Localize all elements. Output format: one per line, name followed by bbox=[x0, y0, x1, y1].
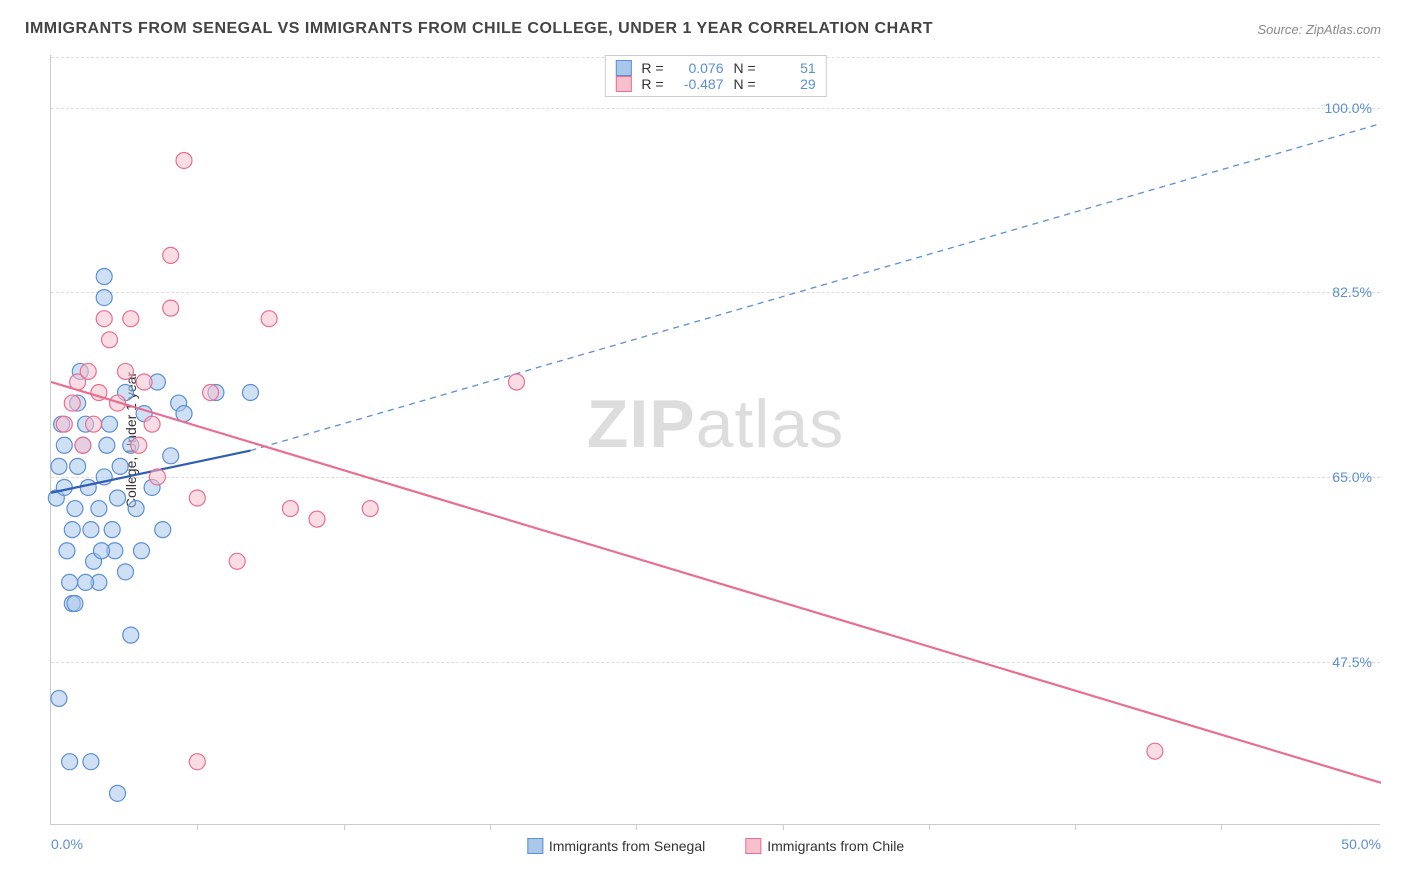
legend-r-prefix: R = bbox=[641, 60, 663, 76]
data-point bbox=[110, 785, 126, 801]
source-label: Source: ZipAtlas.com bbox=[1257, 22, 1381, 37]
data-point bbox=[144, 416, 160, 432]
x-tick bbox=[1221, 824, 1222, 830]
data-point bbox=[99, 437, 115, 453]
data-point bbox=[104, 522, 120, 538]
data-point bbox=[96, 269, 112, 285]
scatter-overlay bbox=[51, 55, 1380, 824]
data-point bbox=[110, 490, 126, 506]
trendline-extrapolated bbox=[251, 124, 1382, 451]
data-point bbox=[123, 311, 139, 327]
data-point bbox=[102, 416, 118, 432]
data-point bbox=[203, 385, 219, 401]
data-point bbox=[509, 374, 525, 390]
data-point bbox=[155, 522, 171, 538]
x-tick bbox=[929, 824, 930, 830]
x-tick bbox=[636, 824, 637, 830]
data-point bbox=[56, 416, 72, 432]
data-point bbox=[163, 448, 179, 464]
data-point bbox=[70, 458, 86, 474]
data-point bbox=[243, 385, 259, 401]
title-bar: IMMIGRANTS FROM SENEGAL VS IMMIGRANTS FR… bbox=[25, 20, 1381, 38]
data-point bbox=[131, 437, 147, 453]
data-point bbox=[261, 311, 277, 327]
data-point bbox=[91, 501, 107, 517]
data-point bbox=[80, 479, 96, 495]
data-point bbox=[80, 363, 96, 379]
legend-r-value: 0.076 bbox=[674, 60, 724, 76]
data-point bbox=[51, 690, 67, 706]
legend-label: Immigrants from Chile bbox=[767, 838, 904, 854]
data-point bbox=[189, 490, 205, 506]
data-point bbox=[163, 247, 179, 263]
data-point bbox=[128, 501, 144, 517]
data-point bbox=[75, 437, 91, 453]
data-point bbox=[123, 627, 139, 643]
data-point bbox=[56, 437, 72, 453]
data-point bbox=[62, 754, 78, 770]
data-point bbox=[96, 311, 112, 327]
legend-swatch bbox=[615, 60, 631, 76]
legend-swatch bbox=[745, 838, 761, 854]
data-point bbox=[94, 543, 110, 559]
x-tick bbox=[1075, 824, 1076, 830]
legend-row: R = 0.076 N = 51 bbox=[615, 60, 815, 76]
data-point bbox=[309, 511, 325, 527]
correlation-legend: R = 0.076 N = 51 R = -0.487 N = 29 bbox=[604, 55, 826, 97]
chart-title: IMMIGRANTS FROM SENEGAL VS IMMIGRANTS FR… bbox=[25, 20, 933, 38]
data-point bbox=[163, 300, 179, 316]
data-point bbox=[67, 501, 83, 517]
data-point bbox=[1147, 743, 1163, 759]
data-point bbox=[83, 522, 99, 538]
data-point bbox=[282, 501, 298, 517]
series-legend: Immigrants from Senegal Immigrants from C… bbox=[527, 838, 904, 854]
legend-n-value: 29 bbox=[766, 76, 816, 92]
data-point bbox=[96, 290, 112, 306]
data-point bbox=[67, 595, 83, 611]
legend-r-value: -0.487 bbox=[674, 76, 724, 92]
data-point bbox=[102, 332, 118, 348]
data-point bbox=[176, 406, 192, 422]
data-point bbox=[133, 543, 149, 559]
x-tick-label: 50.0% bbox=[1341, 836, 1381, 852]
legend-label: Immigrants from Senegal bbox=[549, 838, 705, 854]
data-point bbox=[117, 564, 133, 580]
data-point bbox=[64, 395, 80, 411]
x-tick bbox=[344, 824, 345, 830]
data-point bbox=[64, 522, 80, 538]
data-point bbox=[56, 479, 72, 495]
legend-n-value: 51 bbox=[766, 60, 816, 76]
data-point bbox=[136, 374, 152, 390]
x-tick bbox=[783, 824, 784, 830]
legend-item: Immigrants from Senegal bbox=[527, 838, 705, 854]
data-point bbox=[176, 152, 192, 168]
data-point bbox=[86, 416, 102, 432]
data-point bbox=[62, 574, 78, 590]
legend-row: R = -0.487 N = 29 bbox=[615, 76, 815, 92]
legend-n-prefix: N = bbox=[734, 76, 756, 92]
data-point bbox=[78, 574, 94, 590]
data-point bbox=[149, 469, 165, 485]
data-point bbox=[362, 501, 378, 517]
legend-r-prefix: R = bbox=[641, 76, 663, 92]
legend-swatch bbox=[527, 838, 543, 854]
data-point bbox=[189, 754, 205, 770]
legend-item: Immigrants from Chile bbox=[745, 838, 904, 854]
data-point bbox=[59, 543, 75, 559]
data-point bbox=[117, 363, 133, 379]
x-tick bbox=[490, 824, 491, 830]
legend-n-prefix: N = bbox=[734, 60, 756, 76]
data-point bbox=[51, 458, 67, 474]
legend-swatch bbox=[615, 76, 631, 92]
data-point bbox=[229, 553, 245, 569]
data-point bbox=[112, 458, 128, 474]
plot-area: College, Under 1 year ZIPatlas 47.5%65.0… bbox=[50, 55, 1380, 825]
x-tick-label: 0.0% bbox=[51, 836, 83, 852]
trendline bbox=[51, 382, 1381, 783]
x-tick bbox=[197, 824, 198, 830]
data-point bbox=[83, 754, 99, 770]
